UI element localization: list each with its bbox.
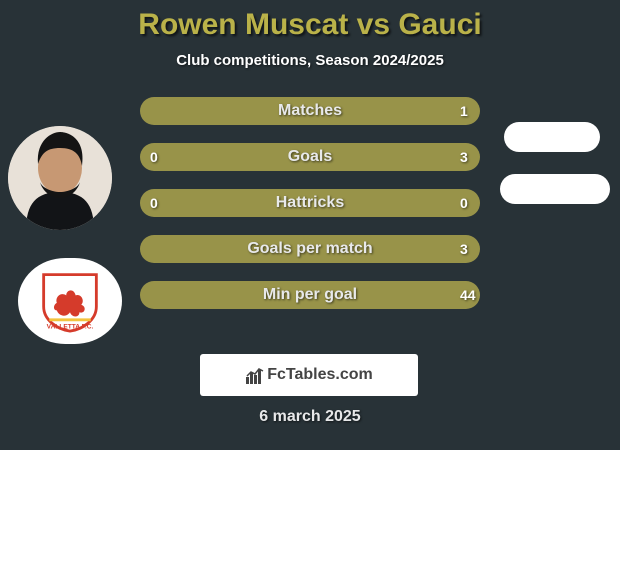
comparison-panel: Rowen Muscat vs Gauci Club competitions,… [0, 0, 620, 450]
stat-row: Matches 1 [0, 97, 620, 127]
stat-label: Hattricks [140, 189, 480, 217]
source-label: FcTables.com [267, 366, 373, 384]
stat-right-value: 1 [460, 97, 468, 125]
svg-text:VALLETTA F.C.: VALLETTA F.C. [47, 323, 94, 330]
stat-right-value: 44 [460, 281, 476, 309]
stat-row: Goals per match 3 [0, 235, 620, 265]
stat-row: 0 Hattricks 0 [0, 189, 620, 219]
page-title: Rowen Muscat vs Gauci [0, 0, 620, 42]
stat-right-value: 3 [460, 235, 468, 263]
generation-date: 6 march 2025 [0, 408, 620, 426]
stat-label: Matches [140, 97, 480, 125]
stat-row: 0 Goals 3 [0, 143, 620, 173]
source-badge[interactable]: FcTables.com [200, 354, 418, 396]
stat-label: Goals [140, 143, 480, 171]
stat-label: Goals per match [140, 235, 480, 263]
page-subtitle: Club competitions, Season 2024/2025 [0, 42, 620, 69]
stat-row: Min per goal 44 [0, 281, 620, 311]
stat-right-value: 3 [460, 143, 468, 171]
bars-icon [245, 365, 265, 385]
stat-rows: Matches 1 0 Goals 3 0 Hattricks 0 Goals … [0, 97, 620, 311]
stat-right-value: 0 [460, 189, 468, 217]
stat-label: Min per goal [140, 281, 480, 309]
